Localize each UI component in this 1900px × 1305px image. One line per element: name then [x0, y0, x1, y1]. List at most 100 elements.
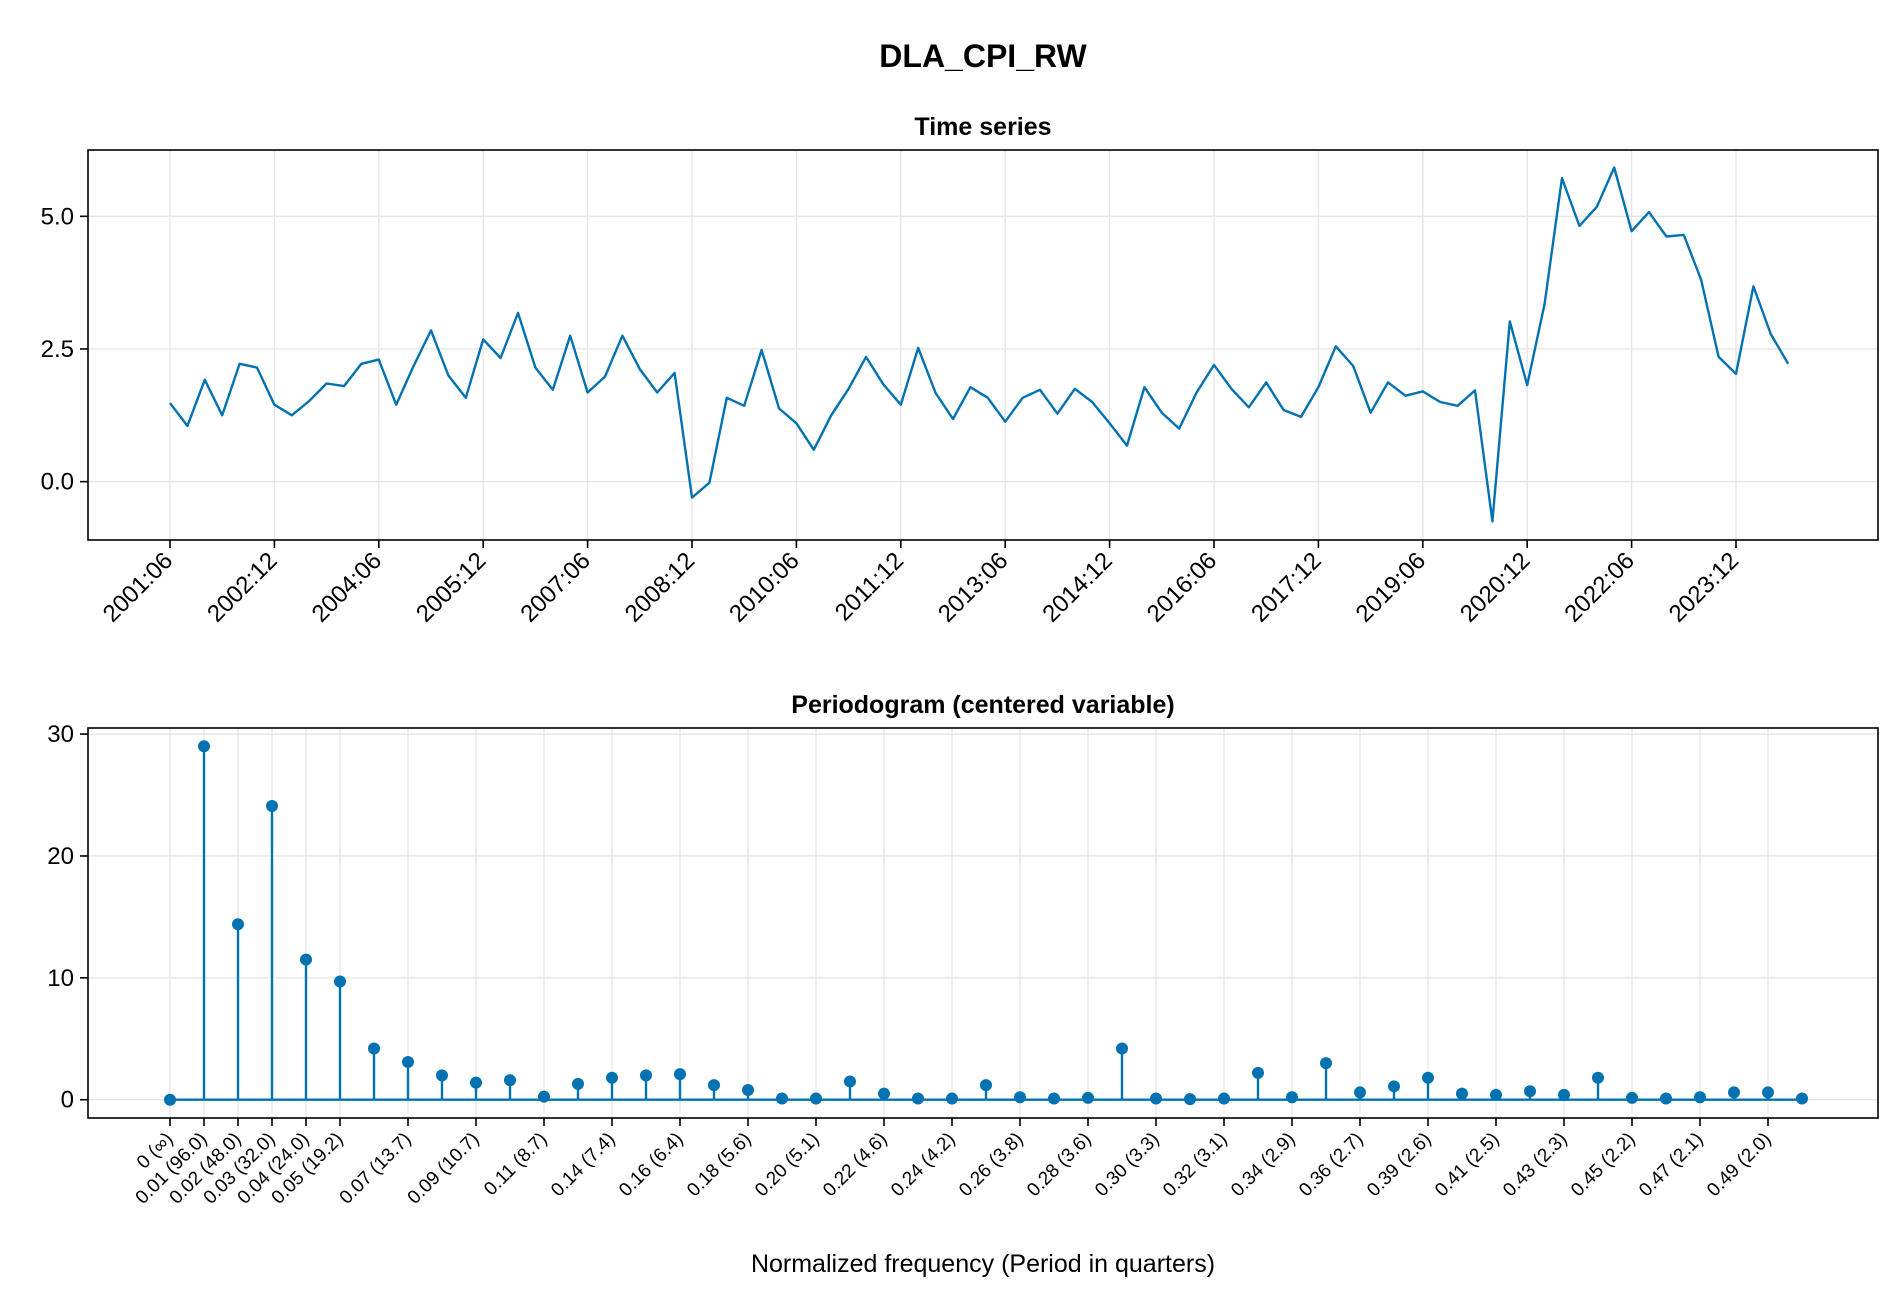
time-series-x-tick-label: 2016:06 — [1142, 547, 1222, 627]
periodogram-y-tick-label: 20 — [47, 843, 74, 870]
periodogram-x-tick-label: 0.26 (3.8) — [955, 1129, 1027, 1201]
periodogram-point — [300, 953, 312, 966]
time-series-x-tick-label: 2022:06 — [1559, 547, 1639, 627]
time-series-x-tick-label: 2010:06 — [724, 547, 804, 627]
periodogram-point — [402, 1055, 414, 1068]
periodogram-point — [1150, 1092, 1162, 1105]
periodogram-marks — [164, 740, 1808, 1106]
periodogram-x-tick-label: 0.49 (2.0) — [1703, 1129, 1775, 1201]
periodogram-point — [776, 1092, 788, 1105]
periodogram-title: Periodogram (centered variable) — [791, 691, 1174, 719]
time-series-x-tick-label: 2008:12 — [620, 547, 700, 627]
time-series-x-tick-label: 2001:06 — [98, 547, 178, 627]
periodogram-x-tick-label: 0.14 (7.4) — [547, 1129, 619, 1201]
time-series-x-tick-label: 2007:06 — [515, 547, 595, 627]
time-series-y-tick-label: 0.0 — [41, 469, 74, 496]
periodogram-point — [1252, 1066, 1264, 1079]
periodogram-point — [606, 1071, 618, 1084]
periodogram-point — [708, 1079, 720, 1092]
periodogram-x-tick-label: 0.41 (2.5) — [1431, 1129, 1503, 1201]
time-series-x-tick-label: 2004:06 — [307, 547, 387, 627]
time-series-y-tick-label: 5.0 — [41, 203, 74, 230]
periodogram-x-tick-label: 0.11 (8.7) — [480, 1129, 551, 1200]
periodogram-plot-frame — [87, 727, 1879, 1119]
time-series-x-tick-label: 2011:12 — [830, 547, 909, 626]
periodogram-point — [1320, 1057, 1332, 1070]
time-series-x-tick-label: 2023:12 — [1664, 547, 1744, 627]
periodogram-point — [742, 1083, 754, 1096]
time-series-x-tick-label: 2017:12 — [1246, 547, 1326, 627]
periodogram-x-tick-label: 0.36 (2.7) — [1295, 1129, 1367, 1201]
periodogram-point — [538, 1090, 550, 1103]
time-series-x-tick-label: 2019:06 — [1351, 547, 1431, 627]
periodogram-point — [1388, 1080, 1400, 1093]
periodogram-point — [1796, 1092, 1808, 1105]
time-series-x-tick-label: 2014:12 — [1037, 547, 1117, 627]
periodogram-point — [470, 1076, 482, 1089]
time-series-line — [169, 166, 1790, 523]
periodogram-x-tick-label: 0.20 (5.1) — [751, 1129, 823, 1201]
periodogram-grid — [88, 728, 1878, 1118]
periodogram-x-tick-label: 0.22 (4.6) — [819, 1129, 891, 1201]
periodogram-point — [1524, 1085, 1536, 1098]
periodogram-x-tick-label: 0.18 (5.6) — [683, 1129, 755, 1201]
time-series-plot-frame — [87, 149, 1879, 541]
periodogram-y-tick-label: 0 — [61, 1087, 74, 1114]
periodogram-x-tick-label: 0.28 (3.6) — [1023, 1129, 1095, 1201]
periodogram-point — [980, 1079, 992, 1092]
periodogram-point — [1592, 1071, 1604, 1084]
periodogram-point — [640, 1069, 652, 1082]
periodogram-point — [504, 1074, 516, 1087]
periodogram-point — [1048, 1092, 1060, 1105]
time-series-title: Time series — [914, 113, 1051, 141]
periodogram-point — [1728, 1086, 1740, 1099]
periodogram-x-tick-label: 0.24 (4.2) — [887, 1129, 959, 1201]
time-series-x-tick-label: 2020:12 — [1455, 547, 1535, 627]
periodogram-point — [1116, 1042, 1128, 1055]
periodogram-point — [334, 975, 346, 988]
time-series-y-tick-label: 2.5 — [41, 336, 74, 363]
periodogram-point — [912, 1092, 924, 1105]
periodogram-point — [844, 1075, 856, 1088]
periodogram-point — [878, 1087, 890, 1100]
time-series-marks — [169, 166, 1790, 523]
periodogram-point — [368, 1042, 380, 1055]
periodogram-x-axis-label: Normalized frequency (Period in quarters… — [751, 1250, 1215, 1278]
time-series-grid — [88, 150, 1878, 540]
periodogram-point — [572, 1077, 584, 1090]
periodogram-point — [1184, 1093, 1196, 1106]
periodogram-x-tick-label: 0.39 (2.6) — [1363, 1129, 1435, 1201]
periodogram-point — [1626, 1091, 1638, 1104]
time-series-x-tick-label: 2005:12 — [411, 547, 491, 627]
periodogram-y-tick-label: 10 — [47, 965, 74, 992]
periodogram-x-tick-label: 0.32 (3.1) — [1159, 1129, 1231, 1201]
periodogram-point — [266, 800, 278, 812]
periodogram-x-tick-label: 0.47 (2.1) — [1635, 1129, 1707, 1201]
periodogram-point — [1286, 1091, 1298, 1104]
periodogram-point — [1218, 1092, 1230, 1105]
periodogram-point — [1762, 1086, 1774, 1099]
time-series-axes: 0.0 2.5 5.0 2001:06 2002:12 2004:06 2005:12 200… — [41, 203, 1745, 627]
periodogram-y-tick-label: 30 — [47, 721, 74, 748]
periodogram-x-tick-label: 0.43 (2.3) — [1499, 1129, 1571, 1201]
periodogram-x-tick-label: 0.34 (2.9) — [1227, 1129, 1299, 1201]
periodogram-x-tick-label: 0.30 (3.3) — [1091, 1129, 1163, 1201]
periodogram-point — [1694, 1091, 1706, 1104]
periodogram-x-tick-label: 0.45 (2.2) — [1567, 1129, 1639, 1201]
figure-title: DLA_CPI_RW — [879, 38, 1087, 74]
periodogram-x-tick-label: 0.07 (13.7) — [336, 1129, 416, 1209]
periodogram-point — [1660, 1092, 1672, 1105]
periodogram-point — [436, 1069, 448, 1082]
periodogram-x-tick-label: 0.09 (10.7) — [404, 1129, 484, 1209]
time-series-x-tick-label: 2013:06 — [933, 547, 1013, 627]
periodogram-point — [1354, 1086, 1366, 1099]
periodogram-point — [1490, 1088, 1502, 1101]
periodogram-point — [946, 1092, 958, 1105]
periodogram-point — [1456, 1087, 1468, 1100]
periodogram-point — [232, 918, 244, 931]
periodogram-x-tick-label: 0.16 (6.4) — [615, 1129, 687, 1201]
periodogram-point — [1558, 1088, 1570, 1101]
periodogram-point — [1014, 1091, 1026, 1104]
periodogram-point — [198, 740, 210, 753]
